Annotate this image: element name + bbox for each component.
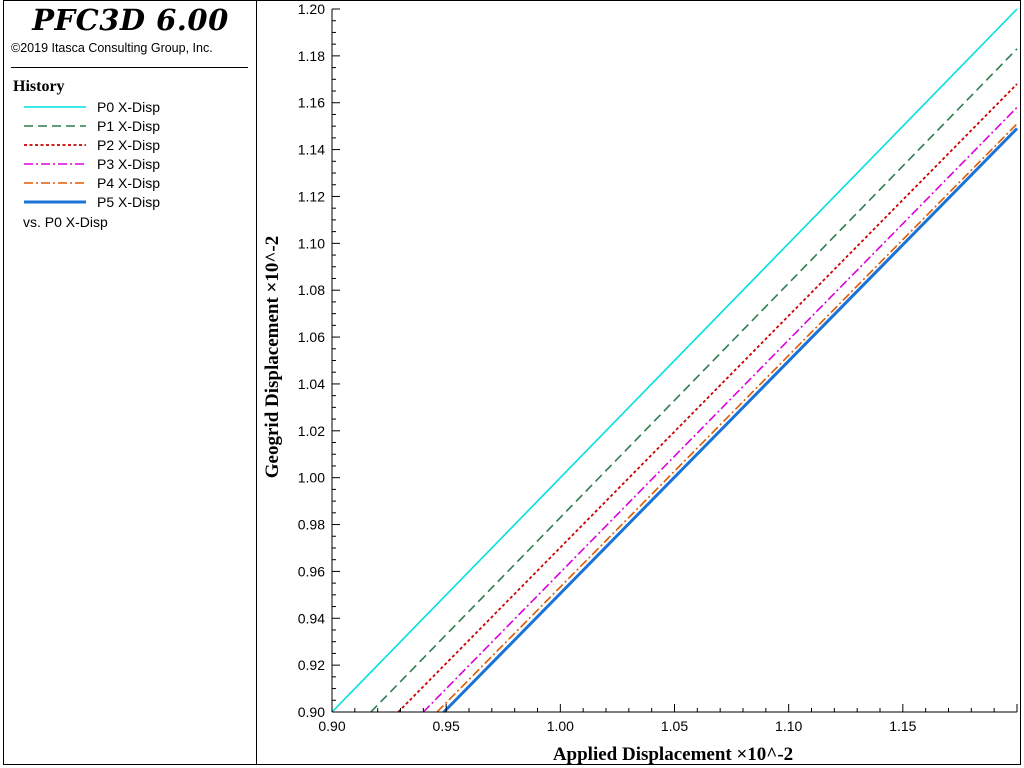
legend-swatch — [24, 144, 86, 146]
legend-heading: History — [13, 78, 65, 95]
y-tick-label: 0.94 — [298, 610, 325, 626]
legend-swatch — [24, 125, 86, 127]
y-axis-title: Geogrid Displacement ×10^-2 — [262, 236, 283, 478]
y-tick-label: 1.16 — [298, 95, 325, 111]
y-tick-label: 1.20 — [298, 1, 325, 17]
legend-label: P3 X-Disp — [97, 156, 161, 172]
x-tick-label: 1.05 — [661, 718, 688, 734]
y-tick-label: 0.92 — [298, 657, 325, 673]
legend-item: P3 X-Disp — [4, 156, 257, 175]
chart-svg: 0.90 0.95 1.00 1.05 1.10 1.15 0.90 0.92 0.94 0.96… — [257, 1, 1020, 764]
y-tick-label: 1.04 — [298, 376, 325, 392]
x-tick-label: 1.10 — [775, 718, 802, 734]
title-divider — [11, 67, 248, 68]
y-tick-label: 0.90 — [298, 704, 325, 720]
legend-swatch — [24, 106, 86, 108]
y-tick-label: 0.98 — [298, 517, 325, 533]
legend-label: P1 X-Disp — [97, 118, 161, 134]
legend-swatch — [24, 163, 86, 165]
app-title: PFC3D 6.00 — [32, 3, 229, 37]
x-axis-title: Applied Displacement ×10^-2 — [553, 744, 793, 764]
series-line-p3-x-disp — [422, 106, 1018, 713]
series-line-p2-x-disp — [397, 83, 1018, 713]
legend-label: P4 X-Disp — [97, 175, 161, 191]
series-line-p4-x-disp — [436, 123, 1018, 713]
legend-swatch — [24, 200, 86, 204]
legend-item: P5 X-Disp — [4, 194, 257, 213]
x-tick-label: 1.00 — [547, 718, 574, 734]
legend-item: P0 X-Disp — [4, 99, 257, 118]
plot-area: 0.90 0.95 1.00 1.05 1.10 1.15 0.90 0.92 0.94 0.96… — [257, 1, 1020, 764]
legend-swatch — [24, 182, 86, 184]
y-tick-label: 1.02 — [298, 423, 325, 439]
series-layer — [331, 8, 1019, 714]
legend-item: P4 X-Disp — [4, 175, 257, 194]
y-tick-label: 1.06 — [298, 329, 325, 345]
y-tick-label: 1.10 — [298, 235, 325, 251]
legend-label: P5 X-Disp — [97, 194, 161, 210]
legend-vs-label: vs. P0 X-Disp — [23, 214, 108, 230]
y-tick-label: 1.08 — [298, 282, 325, 298]
legend-panel: PFC3D 6.00 ©2019 Itasca Consulting Group… — [4, 1, 257, 764]
y-tick-label: 1.12 — [298, 188, 325, 204]
y-tick-label: 0.96 — [298, 563, 325, 579]
figure-frame: PFC3D 6.00 ©2019 Itasca Consulting Group… — [3, 0, 1021, 765]
series-line-p0-x-disp — [331, 8, 1018, 713]
axis-layer: 0.90 0.95 1.00 1.05 1.10 1.15 0.90 0.92 0.94 0.96… — [298, 1, 1018, 734]
series-line-p1-x-disp — [370, 48, 1018, 713]
legend-item: P2 X-Disp — [4, 137, 257, 156]
legend-label: P0 X-Disp — [97, 99, 161, 115]
plot-background — [257, 1, 1020, 764]
series-line-p5-x-disp — [442, 127, 1019, 714]
y-tick-label: 1.18 — [298, 48, 325, 64]
legend-item: P1 X-Disp — [4, 118, 257, 137]
copyright-text: ©2019 Itasca Consulting Group, Inc. — [11, 41, 213, 55]
x-tick-label: 0.90 — [318, 718, 345, 734]
y-tick-label: 1.00 — [298, 470, 325, 486]
legend-label: P2 X-Disp — [97, 137, 161, 153]
y-tick-label: 1.14 — [298, 142, 325, 158]
legend-list: P0 X-Disp P1 X-Disp P2 X-Disp P3 X-Disp P4 X… — [4, 99, 257, 213]
x-tick-label: 1.15 — [889, 718, 916, 734]
x-tick-label: 0.95 — [433, 718, 460, 734]
